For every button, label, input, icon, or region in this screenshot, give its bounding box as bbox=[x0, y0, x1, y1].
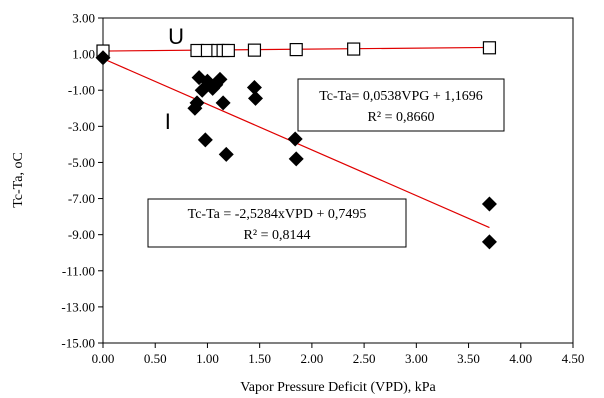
plot-area bbox=[102, 17, 574, 344]
point-u bbox=[221, 43, 235, 58]
point-u bbox=[347, 42, 361, 56]
point-i bbox=[215, 95, 231, 111]
y-tick-label: -1.00 bbox=[68, 83, 95, 98]
equation-u: Tc-Ta= 0,0538VPG + 1,1696 bbox=[319, 89, 483, 104]
point-i bbox=[197, 132, 213, 148]
point-i bbox=[481, 196, 497, 212]
y-tick-label: 3.00 bbox=[72, 11, 95, 26]
point-i bbox=[212, 71, 228, 87]
point-i bbox=[189, 95, 205, 111]
x-tick-label: 0.50 bbox=[144, 351, 167, 366]
x-tick-label: 2.50 bbox=[353, 351, 376, 366]
x-tick-label: 0.00 bbox=[92, 351, 115, 366]
series-annotations: UI bbox=[165, 24, 184, 134]
y-tick-label: -11.00 bbox=[62, 263, 95, 278]
x-axis: 0.00 0.50 1.00 1.50 2.00 2.50 3.00 3.50 4.00 4.50 bbox=[92, 343, 585, 366]
r-squared-u: R² = 0,8660 bbox=[368, 110, 435, 125]
point-u bbox=[482, 41, 497, 55]
x-tick-label: 1.50 bbox=[248, 351, 271, 366]
point-i bbox=[288, 151, 304, 167]
y-tick-label: 1.00 bbox=[72, 47, 95, 62]
y-tick-label: -9.00 bbox=[68, 227, 95, 242]
y-axis-title: Tc-Ta, oC bbox=[11, 152, 26, 208]
series-label-i: I bbox=[165, 109, 171, 134]
r-squared-i: R² = 0,8144 bbox=[244, 228, 311, 243]
x-tick-label: 3.50 bbox=[457, 351, 480, 366]
point-i bbox=[218, 146, 234, 162]
y-tick-label: -15.00 bbox=[61, 336, 95, 351]
y-tick-label: -13.00 bbox=[61, 299, 95, 314]
x-tick-label: 2.00 bbox=[301, 351, 324, 366]
x-tick-label: 1.00 bbox=[196, 351, 219, 366]
markers bbox=[95, 41, 497, 250]
point-i bbox=[287, 131, 303, 147]
equation-box-i-frame bbox=[147, 198, 407, 248]
equation-i: Tc-Ta = -2,5284xVPD + 0,7495 bbox=[188, 207, 367, 222]
x-tick-label: 3.00 bbox=[405, 351, 428, 366]
y-tick-label: -5.00 bbox=[68, 155, 95, 170]
equation-box-i: Tc-Ta = -2,5284xVPD + 0,7495 R² = 0,8144 bbox=[147, 198, 407, 248]
y-tick-label: -7.00 bbox=[68, 191, 95, 206]
point-i bbox=[481, 234, 497, 250]
equation-box-u: Tc-Ta= 0,0538VPG + 1,1696 R² = 0,8660 bbox=[297, 78, 505, 132]
equation-box-u-frame bbox=[297, 78, 505, 132]
point-u bbox=[289, 42, 303, 57]
point-u bbox=[247, 43, 262, 57]
x-tick-label: 4.50 bbox=[562, 351, 585, 366]
x-tick-label: 4.00 bbox=[509, 351, 532, 366]
series-label-u: U bbox=[168, 24, 184, 49]
point-i bbox=[95, 50, 111, 66]
y-tick-label: -3.00 bbox=[68, 119, 95, 134]
point-i bbox=[246, 80, 262, 96]
x-axis-title: Vapor Pressure Deficit (VPD), kPa bbox=[240, 380, 436, 395]
point-i bbox=[247, 90, 263, 106]
y-axis: 3.00 1.00 -1.00 -3.00 -5.00 -7.00 -9.00 -11.00 -… bbox=[61, 11, 103, 351]
